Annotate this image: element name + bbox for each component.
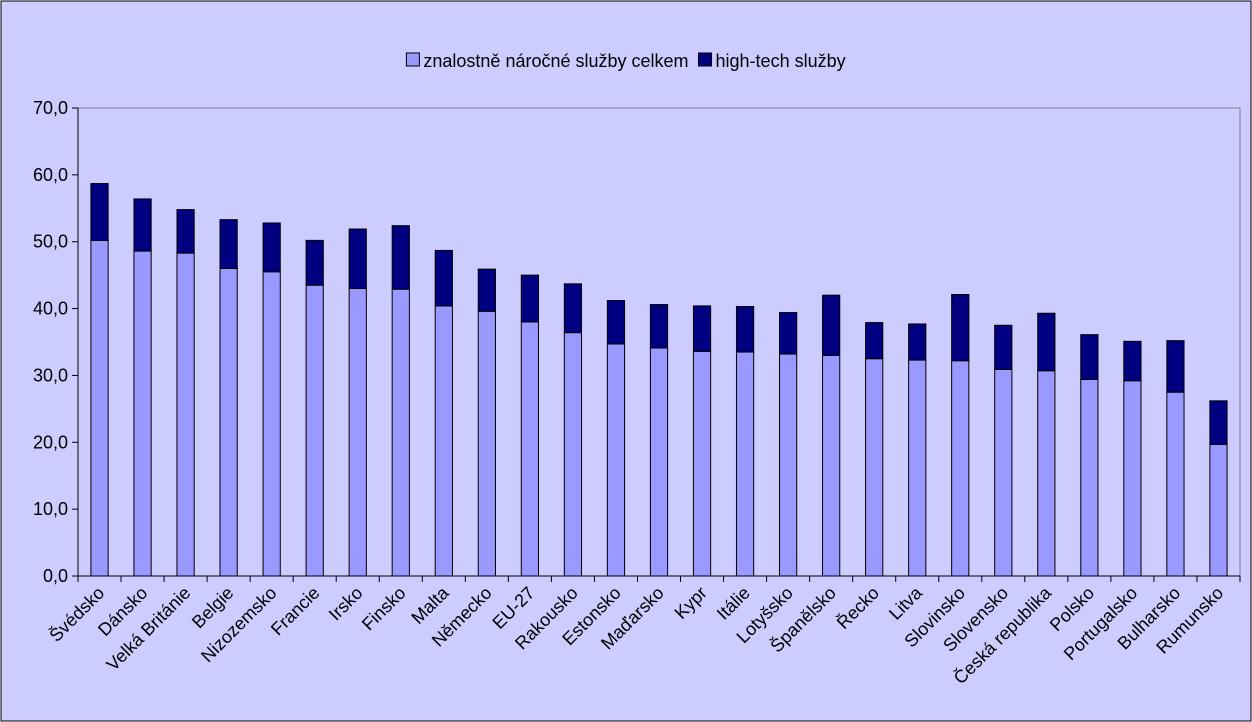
y-tick-label: 60,0	[33, 165, 68, 185]
bar-segment	[1080, 334, 1099, 380]
y-tick-label: 70,0	[33, 98, 68, 118]
bar-segment	[1123, 380, 1142, 577]
bar-segment	[735, 306, 755, 353]
bar-segment	[348, 228, 367, 290]
bar-segment	[133, 250, 152, 577]
bar-segment	[1037, 312, 1056, 372]
bar-segment	[606, 300, 626, 345]
bar-segment	[649, 347, 669, 577]
y-tick-label: 0,0	[43, 566, 68, 586]
bar-segment	[90, 183, 109, 241]
bar-segment	[865, 358, 884, 577]
legend-label: znalostně náročné služby celkem	[423, 51, 688, 71]
bar-segment	[1166, 391, 1185, 577]
bar-segment	[176, 209, 195, 254]
bar-segment	[1166, 340, 1185, 393]
bar-segment	[822, 294, 841, 356]
legend-swatch	[698, 52, 713, 67]
bar-segment	[606, 343, 626, 577]
bar-segment	[477, 268, 496, 312]
bar-segment	[951, 360, 970, 577]
y-tick-label: 50,0	[33, 232, 68, 252]
y-tick-label: 10,0	[33, 499, 68, 519]
bar-segment	[692, 350, 712, 577]
bar-segment	[1037, 370, 1056, 577]
bar-segment	[219, 219, 238, 269]
legend-label: high-tech služby	[716, 51, 846, 71]
bar-segment	[262, 222, 281, 273]
y-tick-label: 30,0	[33, 365, 68, 385]
bar-segment	[434, 249, 453, 307]
bar-segment	[692, 305, 712, 352]
bar-segment	[563, 332, 583, 577]
y-tick-label: 40,0	[33, 299, 68, 319]
bar-segment	[1209, 400, 1228, 445]
bar-segment	[649, 304, 669, 349]
bar-segment	[822, 354, 841, 577]
bar-segment	[1209, 443, 1228, 577]
bar-segment	[1080, 378, 1099, 577]
bar-segment	[305, 284, 324, 577]
bar-segment	[994, 324, 1013, 370]
bar-segment	[219, 267, 238, 577]
bar-segment	[865, 322, 884, 360]
bar-segment	[90, 239, 109, 577]
bar-segment	[779, 353, 798, 577]
bar-segment	[908, 323, 927, 361]
bar-segment	[563, 283, 583, 334]
legend-swatch	[405, 52, 420, 67]
bar-segment	[1123, 340, 1142, 382]
bar-segment	[994, 368, 1013, 577]
bar-segment	[908, 359, 927, 577]
bar-segment	[951, 294, 970, 362]
bar-segment	[348, 288, 367, 577]
bar-segment	[477, 310, 496, 577]
bar-segment	[391, 288, 410, 577]
bar-segment	[176, 252, 195, 577]
bar-segment	[735, 351, 755, 577]
bar-segment	[391, 225, 410, 290]
y-tick-label: 20,0	[33, 432, 68, 452]
bar-segment	[520, 321, 539, 577]
bar-segment	[305, 239, 324, 286]
bar-segment	[520, 274, 539, 323]
bar-segment	[262, 271, 281, 577]
bar-segment	[133, 198, 152, 252]
bar-segment	[779, 312, 798, 355]
bar-segment	[434, 305, 453, 577]
